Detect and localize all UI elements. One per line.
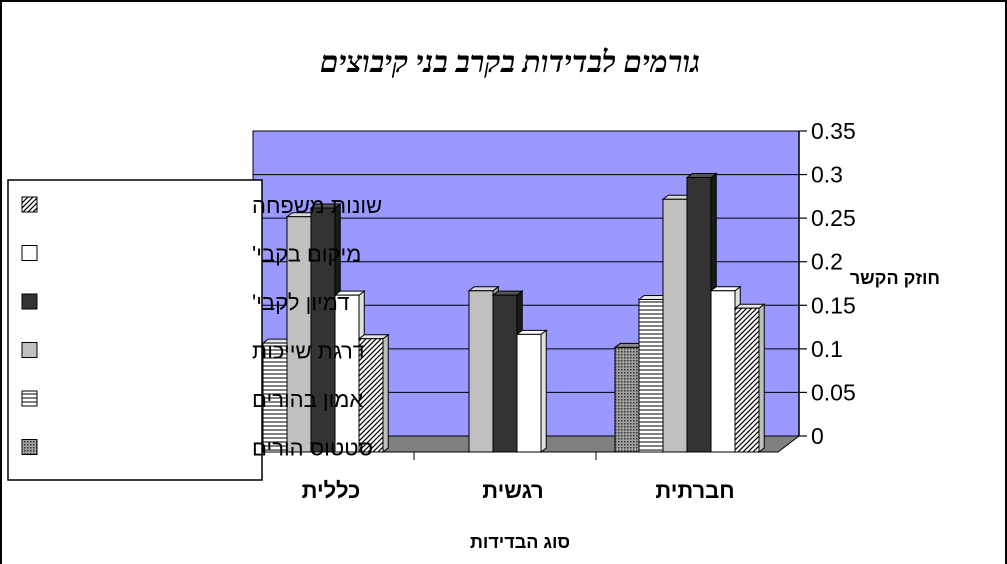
y-tick-label: 0.2 bbox=[811, 249, 843, 275]
legend-swatch bbox=[22, 197, 37, 212]
legend-label: סטטוס הורים bbox=[252, 436, 373, 461]
legend-swatch bbox=[22, 343, 37, 358]
legend-label: דרגת שייכות bbox=[252, 339, 365, 364]
x-axis-title: סוג הבדידות bbox=[470, 532, 570, 552]
y-tick-label: 0.05 bbox=[811, 379, 856, 405]
legend-label: אמון בהורים bbox=[252, 387, 363, 412]
legend-label: דמיון לקבי' bbox=[252, 290, 349, 315]
legend-label: שונות משפחה bbox=[252, 193, 382, 218]
x-tick-label: חברתית bbox=[655, 478, 734, 503]
bar bbox=[517, 330, 546, 452]
chart-title: גורמים לבדידות בקרב בני קיבוצים bbox=[320, 46, 700, 79]
y-tick-label: 0.15 bbox=[811, 292, 856, 318]
y-tick-label: 0.3 bbox=[811, 162, 843, 188]
legend-box bbox=[8, 180, 262, 480]
y-axis-title: חוזק הקשר bbox=[850, 268, 940, 288]
legend-swatch bbox=[22, 246, 37, 261]
legend-swatch bbox=[22, 440, 37, 455]
legend-label: מיקום בקבי' bbox=[252, 242, 361, 267]
y-tick-label: 0.1 bbox=[811, 336, 843, 362]
x-tick-label: כללית bbox=[302, 478, 361, 503]
legend-swatch bbox=[22, 391, 37, 406]
x-tick-label: רגשית bbox=[482, 478, 543, 503]
y-tick-label: 0 bbox=[811, 423, 824, 449]
y-tick-label: 0.35 bbox=[811, 118, 856, 144]
legend-swatch bbox=[22, 294, 37, 309]
y-tick-label: 0.25 bbox=[811, 205, 856, 231]
bar bbox=[735, 304, 764, 452]
